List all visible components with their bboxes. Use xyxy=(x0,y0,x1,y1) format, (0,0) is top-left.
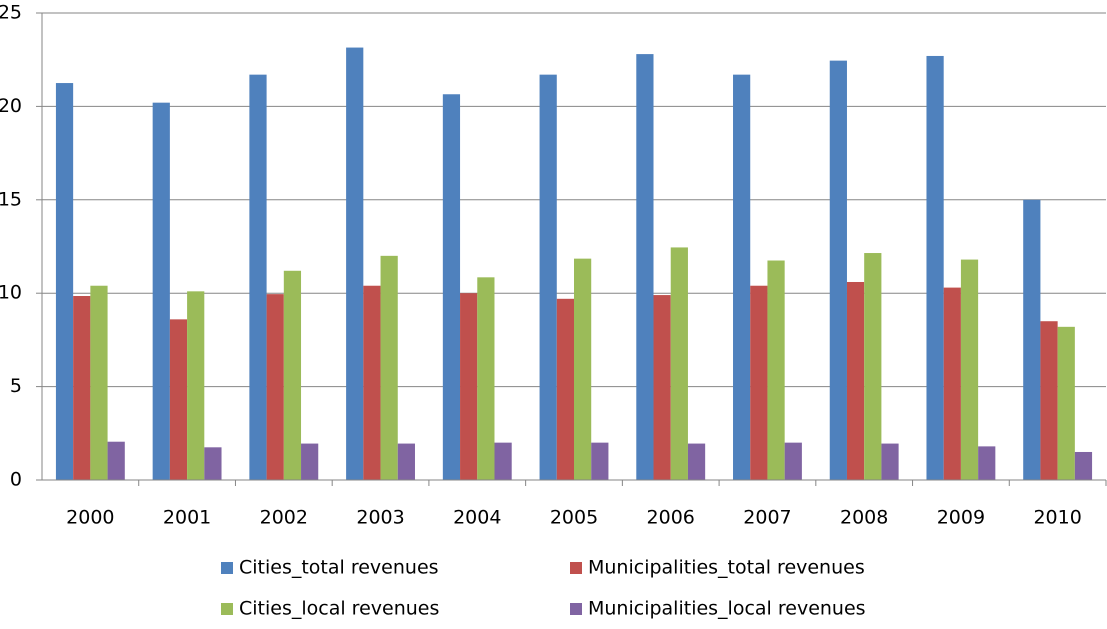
bar xyxy=(55,83,74,481)
bar xyxy=(380,255,398,480)
x-tick-label: 2000 xyxy=(66,507,114,529)
bar xyxy=(460,293,478,480)
bar xyxy=(943,287,961,480)
bar xyxy=(556,298,574,480)
bar xyxy=(187,291,205,480)
bar xyxy=(249,74,267,481)
legend-label: Cities_total revenues xyxy=(239,557,439,579)
bar xyxy=(864,253,882,480)
bar xyxy=(169,319,188,480)
y-tick-label: 20 xyxy=(0,95,22,117)
bar xyxy=(363,285,381,480)
bar xyxy=(784,442,802,480)
bar xyxy=(494,442,512,480)
bar xyxy=(152,102,170,480)
bar xyxy=(1074,451,1093,480)
x-tick-label: 2008 xyxy=(840,507,888,529)
bar xyxy=(733,74,751,481)
bar xyxy=(767,260,785,480)
bar xyxy=(283,270,302,480)
bar xyxy=(670,247,688,480)
bar xyxy=(1057,326,1075,480)
bar xyxy=(442,94,461,481)
bar xyxy=(881,443,899,480)
legend-label: Cities_local revenues xyxy=(239,598,439,620)
legend-swatch xyxy=(221,603,233,615)
x-tick-label: 2002 xyxy=(260,507,308,529)
legend-swatch xyxy=(221,562,233,574)
x-tick-label: 2005 xyxy=(550,507,598,529)
legend-label: Municipalities_local revenues xyxy=(588,598,866,620)
bar xyxy=(301,443,319,480)
x-tick-label: 2006 xyxy=(647,507,695,529)
bar xyxy=(539,74,557,481)
bar xyxy=(477,277,495,480)
x-tick-label: 2007 xyxy=(743,507,791,529)
bar xyxy=(397,443,415,480)
bar xyxy=(1040,321,1058,480)
legend-swatch xyxy=(570,562,582,574)
legend-label: Municipalities_total revenues xyxy=(588,557,865,579)
bar xyxy=(73,296,91,480)
bar xyxy=(574,258,592,480)
bar xyxy=(636,54,654,480)
bar xyxy=(107,441,125,480)
bar xyxy=(346,47,364,481)
bar xyxy=(687,443,706,480)
x-tick-label: 2003 xyxy=(356,507,404,529)
x-tick-label: 2001 xyxy=(163,507,211,529)
bar xyxy=(750,285,768,480)
x-tick-label: 2004 xyxy=(453,507,501,529)
x-tick-label: 2009 xyxy=(937,507,985,529)
y-tick-label: 10 xyxy=(0,282,22,304)
bar xyxy=(204,447,222,480)
bar xyxy=(90,285,108,480)
bar xyxy=(829,60,847,480)
y-tick-label: 0 xyxy=(10,469,22,491)
bar xyxy=(960,259,979,480)
x-tick-label: 2010 xyxy=(1033,507,1081,529)
bar xyxy=(978,446,996,480)
bar xyxy=(653,295,671,480)
y-tick-label: 25 xyxy=(0,2,22,24)
y-tick-label: 15 xyxy=(0,188,22,210)
bar xyxy=(591,442,609,480)
bar xyxy=(1023,199,1041,481)
bar xyxy=(926,55,944,481)
legend-swatch xyxy=(570,603,582,615)
bar xyxy=(266,294,284,480)
y-tick-label: 5 xyxy=(10,375,22,397)
bar xyxy=(846,281,865,480)
